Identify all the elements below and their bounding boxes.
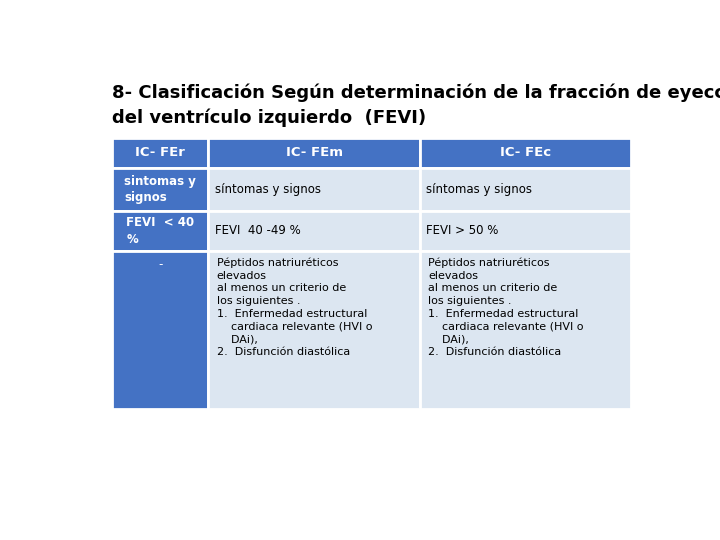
Text: FEVI  40 -49 %: FEVI 40 -49 % [215,225,301,238]
FancyBboxPatch shape [208,251,420,409]
Text: Péptidos natriuréticos
elevados
al menos un criterio de
los siguientes .
1.  Enf: Péptidos natriuréticos elevados al menos… [428,258,584,357]
Text: sintomas y
signos: sintomas y signos [125,174,197,204]
Text: IC- FEr: IC- FEr [135,146,185,159]
FancyBboxPatch shape [112,251,208,409]
Text: -: - [158,258,163,271]
Text: IC- FEm: IC- FEm [286,146,343,159]
FancyBboxPatch shape [208,211,420,251]
FancyBboxPatch shape [420,251,631,409]
Text: síntomas y signos: síntomas y signos [215,183,321,196]
FancyBboxPatch shape [112,167,208,211]
Text: IC- FEc: IC- FEc [500,146,551,159]
FancyBboxPatch shape [420,167,631,211]
Text: del ventrículo izquierdo  (FEVI): del ventrículo izquierdo (FEVI) [112,109,426,127]
Text: FEVI  < 40
%: FEVI < 40 % [126,216,194,246]
Text: Péptidos natriuréticos
elevados
al menos un criterio de
los siguientes .
1.  Enf: Péptidos natriuréticos elevados al menos… [217,258,372,357]
Text: síntomas y signos: síntomas y signos [426,183,533,196]
FancyBboxPatch shape [420,138,631,167]
FancyBboxPatch shape [208,167,420,211]
Text: 8- Clasificación Según determinación de la fracción de eyección: 8- Clasificación Según determinación de … [112,84,720,102]
FancyBboxPatch shape [112,211,208,251]
FancyBboxPatch shape [208,138,420,167]
FancyBboxPatch shape [420,211,631,251]
Text: FEVI > 50 %: FEVI > 50 % [426,225,499,238]
FancyBboxPatch shape [112,138,208,167]
